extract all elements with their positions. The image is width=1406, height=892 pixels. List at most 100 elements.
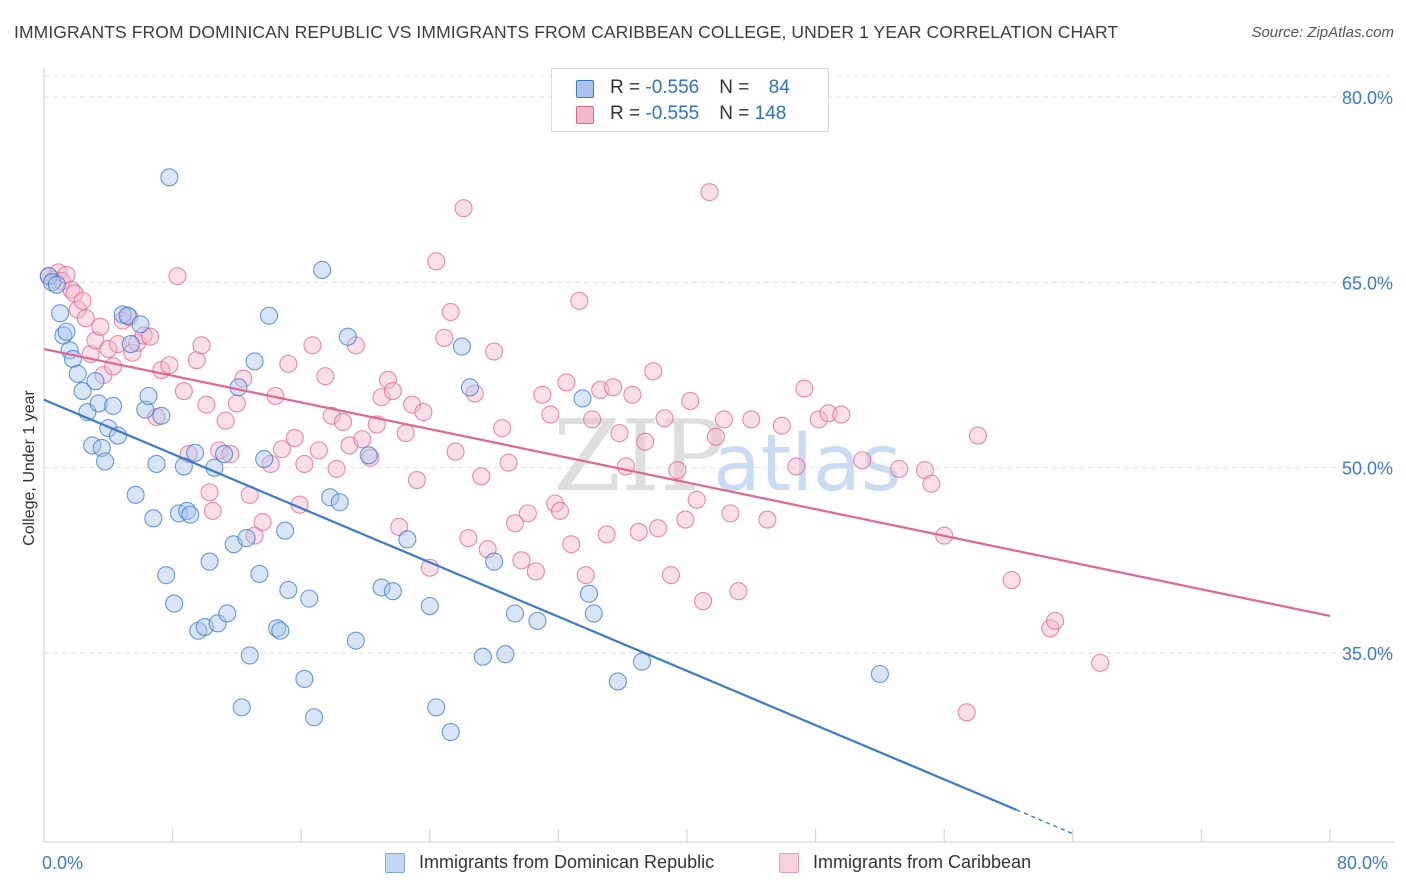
watermark-zip: ZIP	[553, 400, 726, 514]
x-tick-right: 80.0%	[1337, 853, 1389, 873]
data-point	[576, 566, 595, 585]
data-point	[383, 582, 402, 601]
data-point	[499, 453, 518, 472]
data-point	[253, 512, 272, 532]
data-point	[700, 183, 719, 202]
data-point	[512, 551, 531, 570]
data-point	[295, 454, 314, 474]
data-point	[573, 389, 592, 408]
data-point	[359, 446, 378, 465]
data-point	[454, 199, 473, 218]
data-point	[68, 364, 87, 383]
trend-line-caribbean	[43, 347, 1331, 618]
data-point	[623, 385, 642, 404]
data-point	[108, 426, 127, 445]
data-point	[518, 504, 537, 523]
data-point	[237, 529, 256, 548]
pink-swatch	[576, 106, 594, 124]
trend-line-dominican-extension	[1016, 809, 1074, 835]
data-point	[629, 522, 648, 541]
data-point	[279, 580, 298, 600]
r-label: R =	[610, 77, 646, 98]
data-point	[1091, 653, 1110, 672]
data-point	[570, 291, 589, 310]
data-point	[372, 578, 391, 597]
chart-title: IMMIGRANTS FROM DOMINICAN REPUBLIC VS IM…	[14, 22, 1119, 42]
y-tick-label: 50.0%	[1342, 459, 1393, 479]
data-point	[616, 457, 635, 476]
data-point	[86, 331, 105, 350]
data-point	[608, 672, 627, 691]
data-point	[407, 470, 426, 490]
data-point	[73, 382, 92, 401]
data-point	[473, 647, 492, 666]
data-point	[305, 708, 324, 727]
data-point	[550, 501, 570, 520]
data-point	[227, 394, 246, 413]
data-point	[136, 400, 155, 419]
data-point	[218, 604, 237, 623]
data-point	[96, 452, 115, 471]
data-point	[383, 382, 402, 401]
data-point	[446, 442, 465, 461]
data-point	[303, 336, 322, 355]
data-point	[200, 552, 219, 571]
data-point	[632, 652, 652, 671]
blue-legend-swatch	[385, 853, 405, 873]
data-point	[322, 406, 341, 425]
data-point	[372, 388, 391, 407]
data-point	[57, 265, 76, 284]
data-point	[721, 504, 740, 523]
r-value: -0.556	[645, 77, 700, 98]
data-point	[152, 406, 171, 425]
data-point	[259, 306, 279, 325]
n-label: N =	[719, 77, 755, 98]
caribbean-points	[39, 183, 1110, 722]
data-point	[472, 467, 491, 486]
data-point	[200, 483, 219, 502]
data-point	[957, 703, 976, 722]
data-point	[234, 369, 253, 388]
data-point	[89, 394, 108, 413]
x-tick-left: 0.0%	[42, 853, 84, 873]
data-point	[795, 379, 814, 398]
data-point	[398, 530, 417, 549]
n-label: N =	[719, 103, 755, 124]
pink-legend-swatch	[779, 853, 799, 873]
data-point	[1002, 571, 1021, 590]
y-tick-label: 35.0%	[1342, 644, 1393, 664]
data-point	[214, 445, 234, 464]
data-point	[232, 698, 251, 717]
data-point	[584, 604, 603, 623]
data-point	[533, 385, 552, 404]
data-point	[240, 646, 259, 665]
data-point	[321, 488, 340, 507]
data-point	[485, 552, 504, 571]
data-point	[300, 589, 319, 608]
data-point	[604, 378, 623, 397]
data-point	[758, 510, 777, 529]
stats-legend: R = -0.556 N = 84 R = -0.555 N = 148	[551, 68, 829, 132]
data-point	[1046, 611, 1065, 630]
data-point	[313, 260, 332, 280]
data-point	[729, 582, 748, 601]
data-point	[57, 322, 76, 341]
data-point	[420, 596, 439, 616]
n-value: 84	[768, 77, 790, 98]
data-point	[168, 267, 187, 286]
r-value: -0.555	[645, 103, 700, 124]
data-point	[687, 490, 706, 509]
data-point	[649, 519, 668, 538]
data-point	[104, 396, 123, 415]
r-label: R =	[610, 103, 646, 124]
bottom-legend-label: Immigrants from Caribbean	[813, 852, 1032, 872]
data-point	[221, 445, 240, 464]
data-point	[295, 669, 314, 688]
data-point	[51, 304, 70, 323]
blue-swatch	[576, 80, 594, 98]
data-point	[441, 723, 460, 742]
data-point	[853, 451, 872, 470]
data-point	[493, 419, 512, 438]
data-point	[562, 535, 581, 554]
data-point	[91, 317, 110, 336]
